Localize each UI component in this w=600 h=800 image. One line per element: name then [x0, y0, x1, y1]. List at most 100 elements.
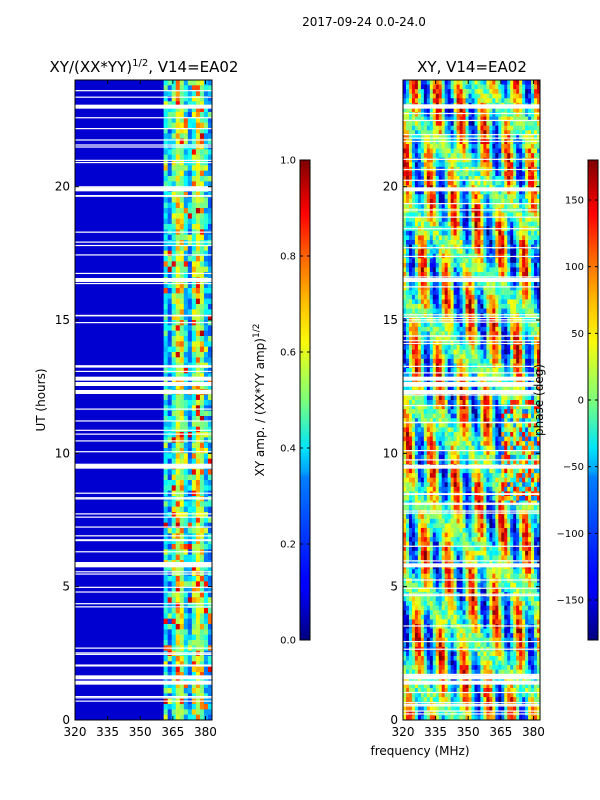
phase-cell [507, 262, 511, 268]
phase-cell [471, 212, 475, 218]
phase-cell [501, 139, 505, 145]
phase-cell [480, 98, 484, 104]
phase-cell [465, 203, 470, 209]
amplitude-cell [187, 405, 193, 412]
amplitude-cell [171, 250, 177, 257]
flagged-row [75, 675, 212, 680]
amplitude-cell [199, 554, 205, 561]
phase-cell [507, 112, 511, 118]
amplitude-cell [191, 96, 197, 102]
phase-cell [537, 203, 540, 209]
amplitude-cell [171, 352, 177, 358]
phase-cell [453, 322, 458, 328]
amplitude-cell [203, 400, 209, 406]
phase-cell [453, 162, 458, 168]
amplitude-cell [163, 85, 169, 92]
phase-cell [456, 304, 461, 310]
phase-cell [447, 198, 452, 204]
phase-cell [462, 198, 467, 204]
phase-cell [522, 372, 526, 378]
phase-cell [453, 116, 458, 122]
amplitude-cell [191, 213, 197, 220]
phase-cell [411, 285, 416, 291]
amplitude-cell [183, 309, 189, 316]
phase-cell [510, 189, 514, 195]
amplitude-cell [179, 357, 185, 364]
phase-cell [489, 130, 493, 136]
amplitude-cell [203, 346, 209, 353]
phase-cell [516, 331, 520, 337]
flagged-row [75, 539, 212, 541]
phase-cell [414, 157, 419, 163]
phase-cell [411, 157, 416, 163]
phase-cell [519, 98, 523, 104]
phase-cell [411, 217, 416, 223]
phase-cell [450, 130, 455, 136]
amplitude-cell [171, 314, 177, 321]
amplitude-cell [183, 373, 189, 380]
amplitude-cell [179, 341, 185, 348]
phase-cell [447, 331, 452, 337]
amplitude-cell [163, 298, 169, 305]
phase-cell [528, 180, 532, 186]
amplitude-cell [203, 85, 209, 92]
phase-cell [519, 112, 523, 118]
phase-cell [420, 358, 425, 364]
phase-cell [522, 144, 526, 150]
phase-cell [474, 162, 478, 168]
amplitude-cell [191, 245, 197, 252]
phase-cell [504, 144, 508, 150]
phase-cell [525, 180, 529, 186]
amplitude-cell [171, 485, 177, 492]
phase-cell [516, 162, 520, 168]
phase-cell [492, 290, 496, 296]
phase-cell [447, 409, 452, 415]
amplitude-cell [175, 250, 181, 257]
amplitude-cell [191, 704, 197, 710]
phase-cell [504, 235, 508, 241]
phase-cell [432, 98, 437, 104]
phase-cell [453, 134, 458, 140]
phase-cell [495, 162, 499, 168]
phase-cell [489, 157, 493, 163]
amplitude-cell [195, 677, 201, 684]
phase-cell [498, 144, 502, 150]
phase-cell [492, 395, 496, 401]
phase-cell [474, 125, 478, 131]
phase-cell [435, 404, 440, 410]
amplitude-cell [203, 90, 209, 97]
phase-cell [522, 294, 526, 300]
phase-cell [516, 336, 520, 342]
phase-cell [534, 395, 538, 401]
amplitude-cell [171, 272, 177, 278]
phase-cell [471, 386, 475, 392]
amplitude-cell [199, 576, 205, 582]
phase-cell [516, 413, 520, 419]
phase-cell [456, 368, 461, 374]
amplitude-cell [167, 224, 173, 230]
phase-cell [459, 354, 464, 360]
phase-cell [403, 89, 407, 95]
amplitude-cell [167, 106, 173, 113]
phase-cell [462, 93, 467, 99]
phase-cell [417, 240, 422, 246]
amplitude-cell [195, 640, 201, 646]
amplitude-cell [179, 378, 185, 385]
phase-cell [426, 386, 431, 392]
amplitude-cell [199, 378, 205, 385]
phase-cell [504, 93, 508, 99]
amplitude-cell [199, 117, 205, 124]
phase-cell [435, 198, 440, 204]
phase-cell [471, 189, 475, 195]
phase-cell [507, 349, 511, 355]
amplitude-cell [175, 650, 181, 657]
phase-cell [507, 345, 511, 351]
amplitude-cell [187, 704, 193, 710]
flagged-row [75, 606, 212, 608]
phase-cell [525, 107, 529, 113]
phase-cell [486, 304, 490, 310]
amplitude-cell [187, 96, 193, 102]
phase-cell [441, 354, 446, 360]
phase-cell [492, 400, 496, 406]
phase-cell [408, 230, 413, 236]
